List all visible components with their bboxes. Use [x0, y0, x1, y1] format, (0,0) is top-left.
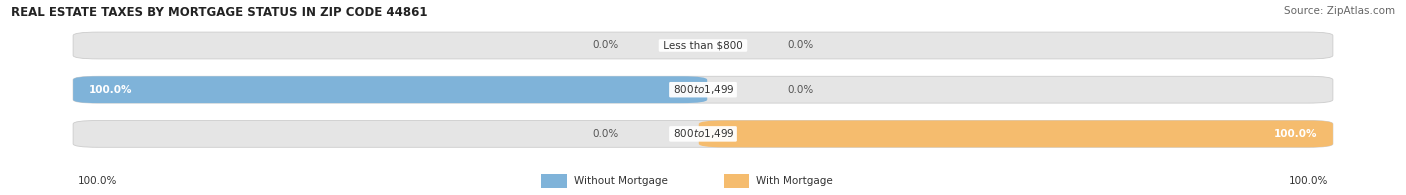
- Text: REAL ESTATE TAXES BY MORTGAGE STATUS IN ZIP CODE 44861: REAL ESTATE TAXES BY MORTGAGE STATUS IN …: [11, 6, 427, 19]
- Text: Without Mortgage: Without Mortgage: [574, 176, 668, 186]
- FancyBboxPatch shape: [541, 174, 567, 188]
- Text: 100.0%: 100.0%: [77, 176, 117, 186]
- FancyBboxPatch shape: [73, 76, 707, 103]
- Text: 0.0%: 0.0%: [787, 41, 814, 51]
- Text: $800 to $1,499: $800 to $1,499: [671, 83, 735, 96]
- FancyBboxPatch shape: [73, 121, 1333, 147]
- Text: Source: ZipAtlas.com: Source: ZipAtlas.com: [1284, 6, 1395, 16]
- FancyBboxPatch shape: [73, 32, 1333, 59]
- FancyBboxPatch shape: [73, 76, 1333, 103]
- Text: 100.0%: 100.0%: [1289, 176, 1329, 186]
- Text: 0.0%: 0.0%: [592, 41, 619, 51]
- Text: With Mortgage: With Mortgage: [756, 176, 834, 186]
- Text: 0.0%: 0.0%: [592, 129, 619, 139]
- FancyBboxPatch shape: [724, 174, 749, 188]
- Text: 100.0%: 100.0%: [89, 85, 132, 95]
- Text: 100.0%: 100.0%: [1274, 129, 1317, 139]
- Text: $800 to $1,499: $800 to $1,499: [671, 127, 735, 140]
- Text: Less than $800: Less than $800: [659, 41, 747, 51]
- FancyBboxPatch shape: [699, 121, 1333, 147]
- Text: 0.0%: 0.0%: [787, 85, 814, 95]
